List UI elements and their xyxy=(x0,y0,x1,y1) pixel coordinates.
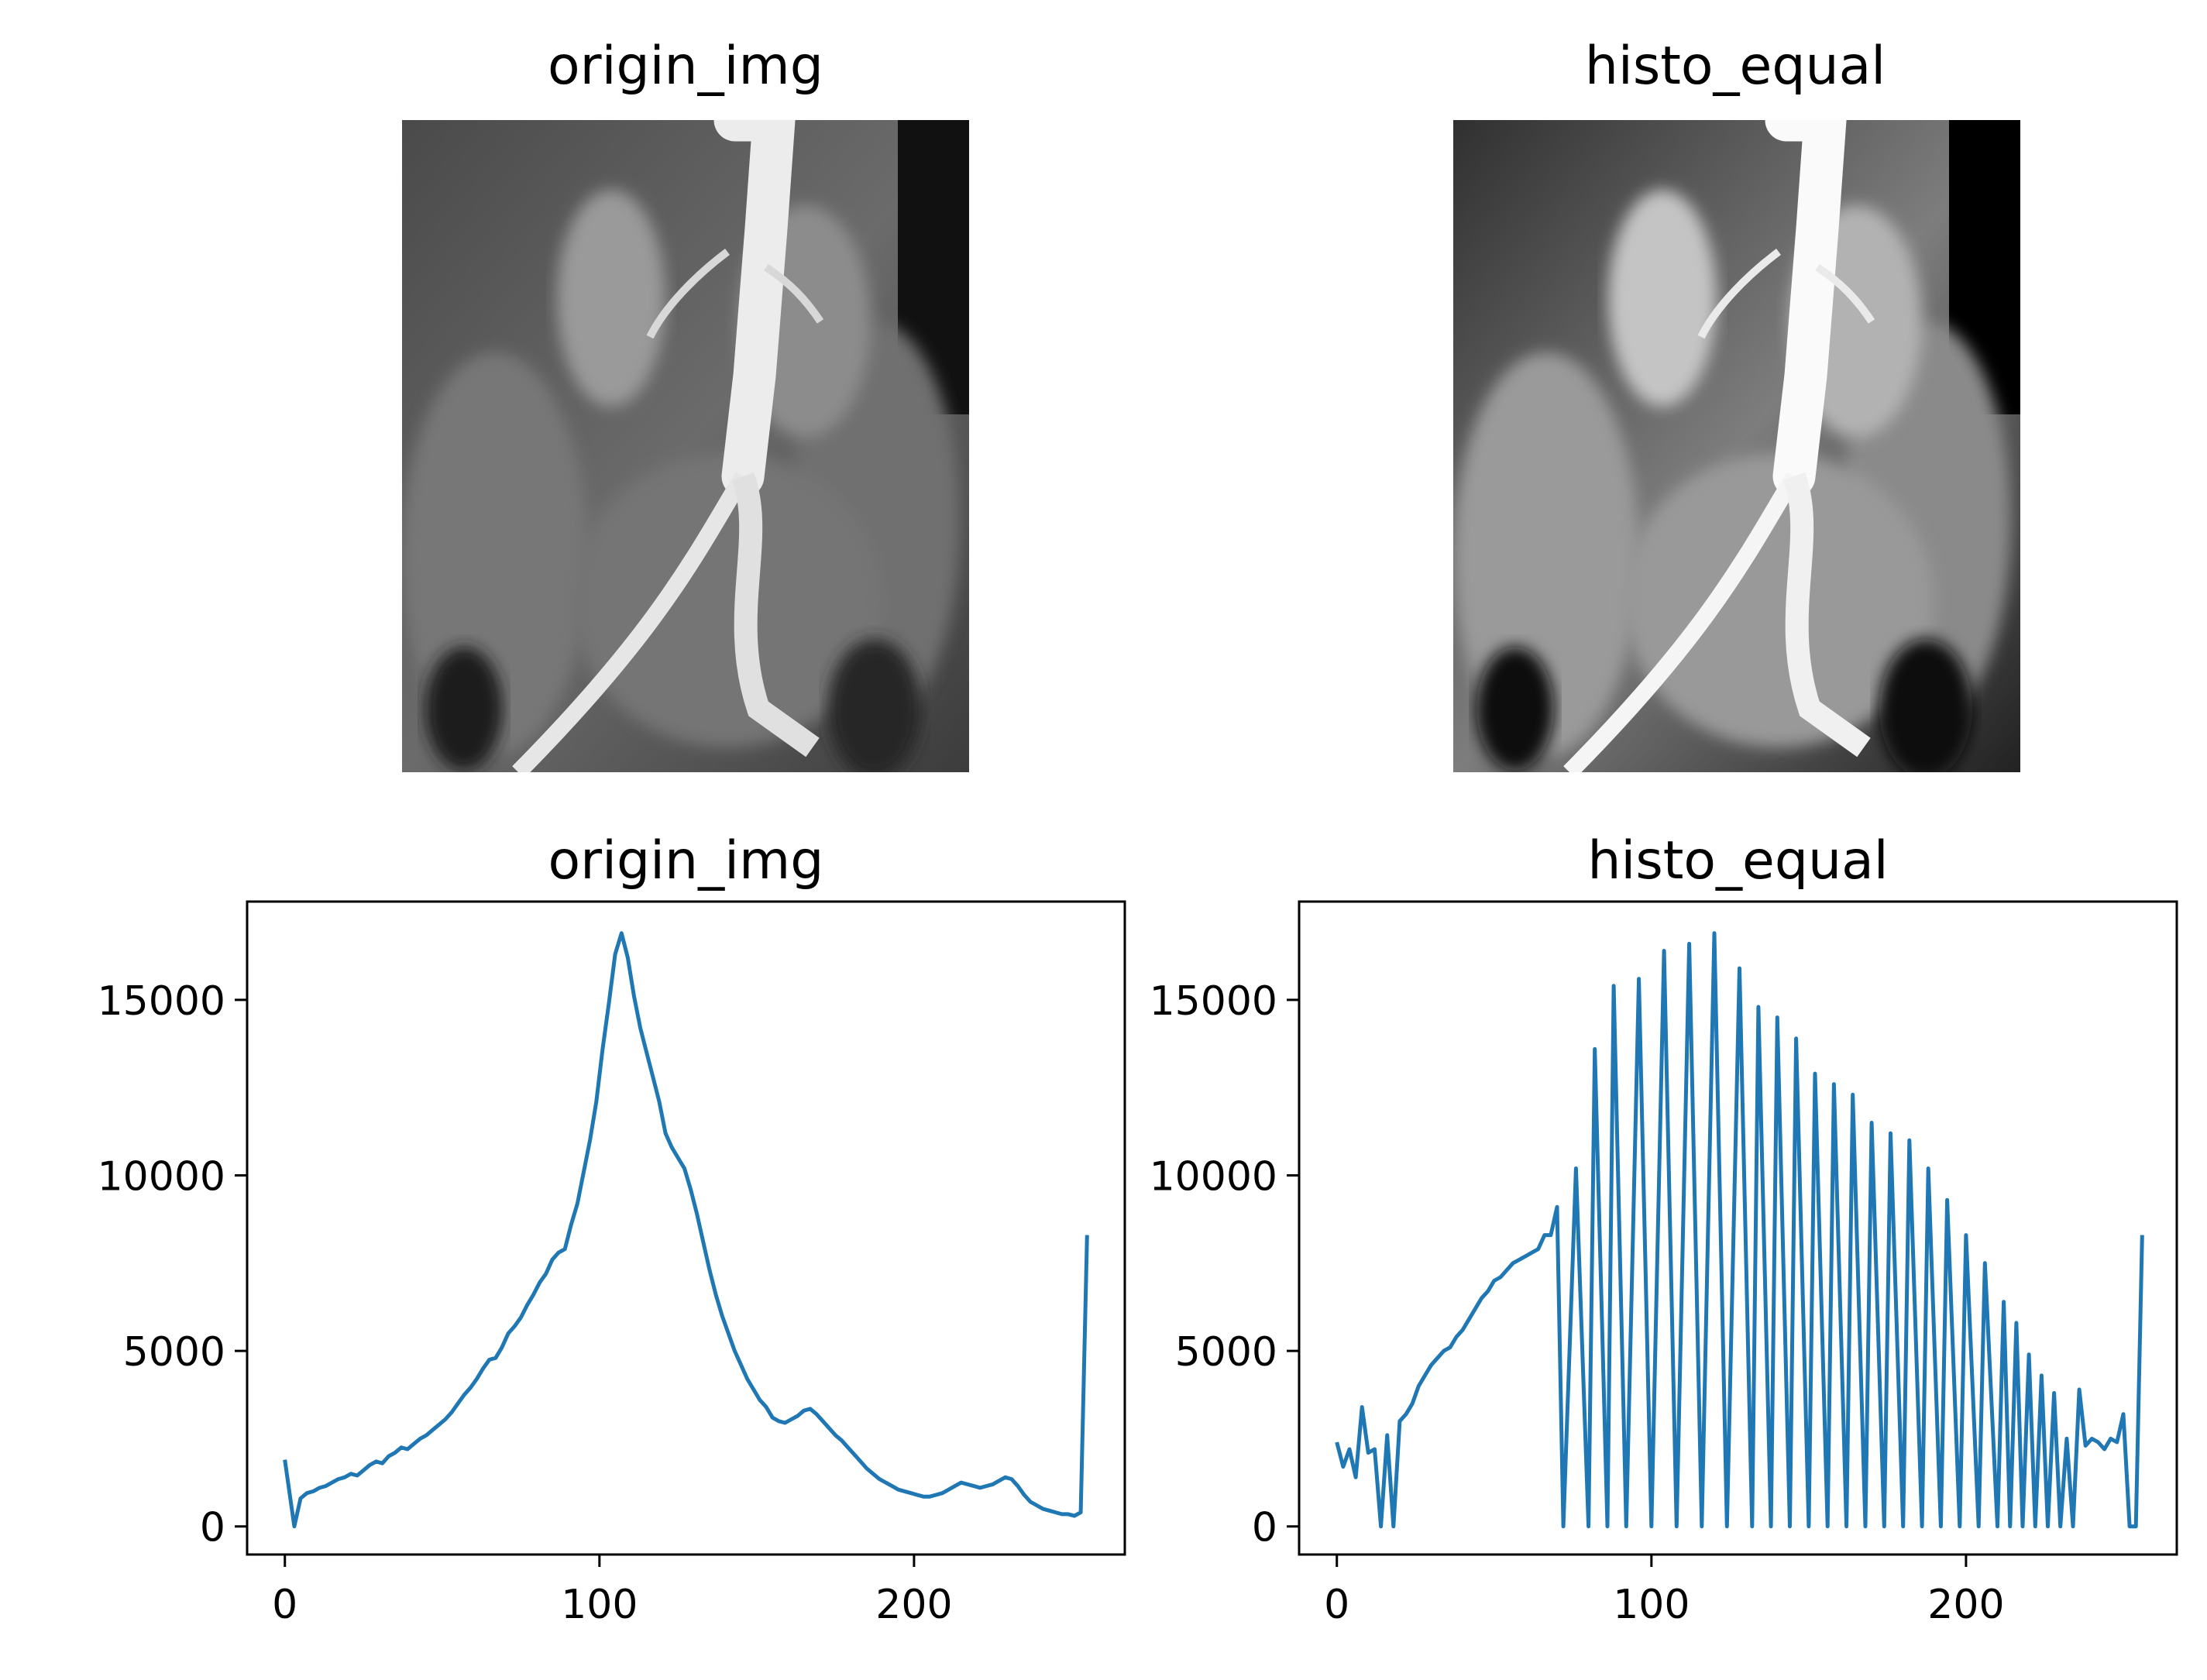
x-tick-label: 200 xyxy=(875,1582,952,1628)
x-tick-label: 100 xyxy=(1613,1582,1690,1628)
histogram-series-line xyxy=(1335,931,2144,1529)
x-tick-label: 100 xyxy=(561,1582,638,1628)
histogram-series-line xyxy=(283,931,1089,1529)
y-tick-label: 15000 xyxy=(1150,978,1277,1025)
y-tick-label: 0 xyxy=(200,1505,225,1551)
y-tick-label: 10000 xyxy=(1150,1154,1277,1201)
x-tick-label: 0 xyxy=(272,1582,297,1628)
plot-frame xyxy=(246,900,1126,1556)
chart-title: histo_equal xyxy=(1587,830,1888,892)
y-tick-label: 15000 xyxy=(98,978,225,1025)
image-title-origin: origin_img xyxy=(548,36,823,97)
chart-title: origin_img xyxy=(548,830,824,892)
equalized-image xyxy=(1453,120,2020,772)
x-tick-label: 200 xyxy=(1927,1582,2004,1628)
x-tick-label: 0 xyxy=(1324,1582,1349,1628)
y-tick-label: 10000 xyxy=(98,1154,225,1201)
origin-image xyxy=(402,120,969,772)
y-tick-label: 5000 xyxy=(1175,1329,1277,1376)
y-tick-label: 5000 xyxy=(123,1329,225,1376)
image-title-equalized: histo_equal xyxy=(1584,36,1886,97)
plot-frame xyxy=(1298,900,2178,1556)
y-tick-label: 0 xyxy=(1252,1505,1277,1551)
